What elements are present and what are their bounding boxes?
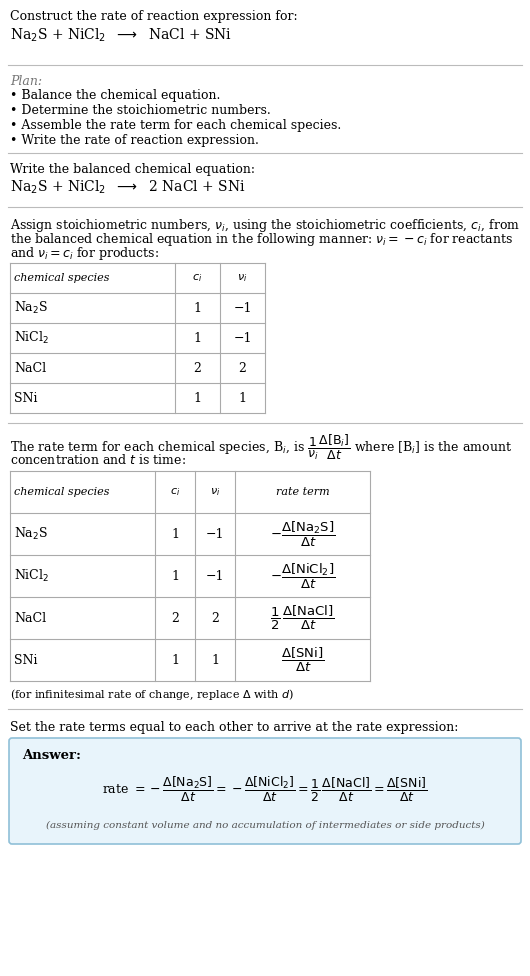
Text: NaCl: NaCl (14, 361, 46, 375)
Text: Assign stoichiometric numbers, $\nu_i$, using the stoichiometric coefficients, $: Assign stoichiometric numbers, $\nu_i$, … (10, 217, 520, 234)
Text: • Determine the stoichiometric numbers.: • Determine the stoichiometric numbers. (10, 104, 271, 117)
Text: 1: 1 (171, 570, 179, 583)
FancyBboxPatch shape (9, 738, 521, 844)
Text: 1: 1 (193, 391, 201, 404)
Text: • Write the rate of reaction expression.: • Write the rate of reaction expression. (10, 134, 259, 147)
Text: Answer:: Answer: (22, 749, 81, 762)
Text: Na$_2$S + NiCl$_2$  $\longrightarrow$  NaCl + SNi: Na$_2$S + NiCl$_2$ $\longrightarrow$ NaC… (10, 27, 232, 44)
Text: The rate term for each chemical species, B$_i$, is $\dfrac{1}{\nu_i}\dfrac{\Delt: The rate term for each chemical species,… (10, 433, 512, 462)
Text: rate term: rate term (276, 487, 329, 497)
Text: $\nu_i$: $\nu_i$ (210, 486, 220, 498)
Text: Na$_2$S + NiCl$_2$  $\longrightarrow$  2 NaCl + SNi: Na$_2$S + NiCl$_2$ $\longrightarrow$ 2 N… (10, 179, 245, 196)
Text: 1: 1 (171, 654, 179, 667)
Text: 2: 2 (193, 361, 201, 375)
Text: 2: 2 (211, 612, 219, 625)
Text: $-\dfrac{\Delta[\mathrm{NiCl_2}]}{\Delta t}$: $-\dfrac{\Delta[\mathrm{NiCl_2}]}{\Delta… (270, 561, 335, 590)
Text: −1: −1 (206, 570, 224, 583)
Text: Na$_2$S: Na$_2$S (14, 300, 48, 316)
Text: −1: −1 (206, 527, 224, 541)
Text: $c_i$: $c_i$ (170, 486, 180, 498)
Text: (assuming constant volume and no accumulation of intermediates or side products): (assuming constant volume and no accumul… (46, 821, 484, 830)
Text: chemical species: chemical species (14, 487, 110, 497)
Text: 1: 1 (193, 332, 201, 345)
Text: $-\dfrac{\Delta[\mathrm{Na_2S}]}{\Delta t}$: $-\dfrac{\Delta[\mathrm{Na_2S}]}{\Delta … (270, 519, 335, 549)
Text: 1: 1 (171, 527, 179, 541)
Text: 1: 1 (211, 654, 219, 667)
Text: rate $= -\dfrac{\Delta[\mathrm{Na_2S}]}{\Delta t} = -\dfrac{\Delta[\mathrm{NiCl_: rate $= -\dfrac{\Delta[\mathrm{Na_2S}]}{… (102, 775, 428, 803)
Text: $c_i$: $c_i$ (192, 272, 202, 284)
Text: 1: 1 (193, 302, 201, 314)
Text: concentration and $t$ is time:: concentration and $t$ is time: (10, 453, 186, 467)
Text: NaCl: NaCl (14, 612, 46, 625)
Text: SNi: SNi (14, 391, 38, 404)
Text: −1: −1 (233, 332, 252, 345)
Text: NiCl$_2$: NiCl$_2$ (14, 330, 49, 346)
Text: $\dfrac{\Delta[\mathrm{SNi}]}{\Delta t}$: $\dfrac{\Delta[\mathrm{SNi}]}{\Delta t}$ (281, 646, 324, 674)
Text: SNi: SNi (14, 654, 38, 667)
Text: Set the rate terms equal to each other to arrive at the rate expression:: Set the rate terms equal to each other t… (10, 721, 458, 734)
Text: $\nu_i$: $\nu_i$ (237, 272, 248, 284)
Text: • Balance the chemical equation.: • Balance the chemical equation. (10, 89, 220, 102)
Text: chemical species: chemical species (14, 273, 110, 283)
Text: $\dfrac{1}{2}\,\dfrac{\Delta[\mathrm{NaCl}]}{\Delta t}$: $\dfrac{1}{2}\,\dfrac{\Delta[\mathrm{NaC… (270, 604, 335, 632)
Text: 2: 2 (171, 612, 179, 625)
Text: 2: 2 (238, 361, 246, 375)
Text: −1: −1 (233, 302, 252, 314)
Text: 1: 1 (238, 391, 246, 404)
Text: Write the balanced chemical equation:: Write the balanced chemical equation: (10, 163, 255, 176)
Text: Plan:: Plan: (10, 75, 42, 88)
Text: the balanced chemical equation in the following manner: $\nu_i = -c_i$ for react: the balanced chemical equation in the fo… (10, 231, 513, 248)
Text: • Assemble the rate term for each chemical species.: • Assemble the rate term for each chemic… (10, 119, 341, 132)
Text: Na$_2$S: Na$_2$S (14, 526, 48, 542)
Text: (for infinitesimal rate of change, replace $\Delta$ with $d$): (for infinitesimal rate of change, repla… (10, 687, 294, 702)
Text: and $\nu_i = c_i$ for products:: and $\nu_i = c_i$ for products: (10, 245, 159, 262)
Text: Construct the rate of reaction expression for:: Construct the rate of reaction expressio… (10, 10, 298, 23)
Text: NiCl$_2$: NiCl$_2$ (14, 568, 49, 584)
